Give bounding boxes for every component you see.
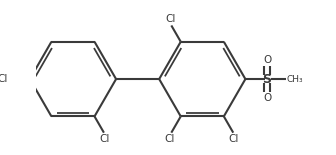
- Text: CH₃: CH₃: [287, 75, 303, 84]
- Text: Cl: Cl: [99, 134, 110, 144]
- Text: Cl: Cl: [229, 134, 239, 144]
- Text: Cl: Cl: [0, 74, 8, 84]
- Text: O: O: [263, 55, 271, 65]
- Text: O: O: [263, 93, 271, 104]
- Text: S: S: [262, 73, 271, 86]
- Text: Cl: Cl: [165, 134, 175, 144]
- Text: Cl: Cl: [165, 14, 176, 24]
